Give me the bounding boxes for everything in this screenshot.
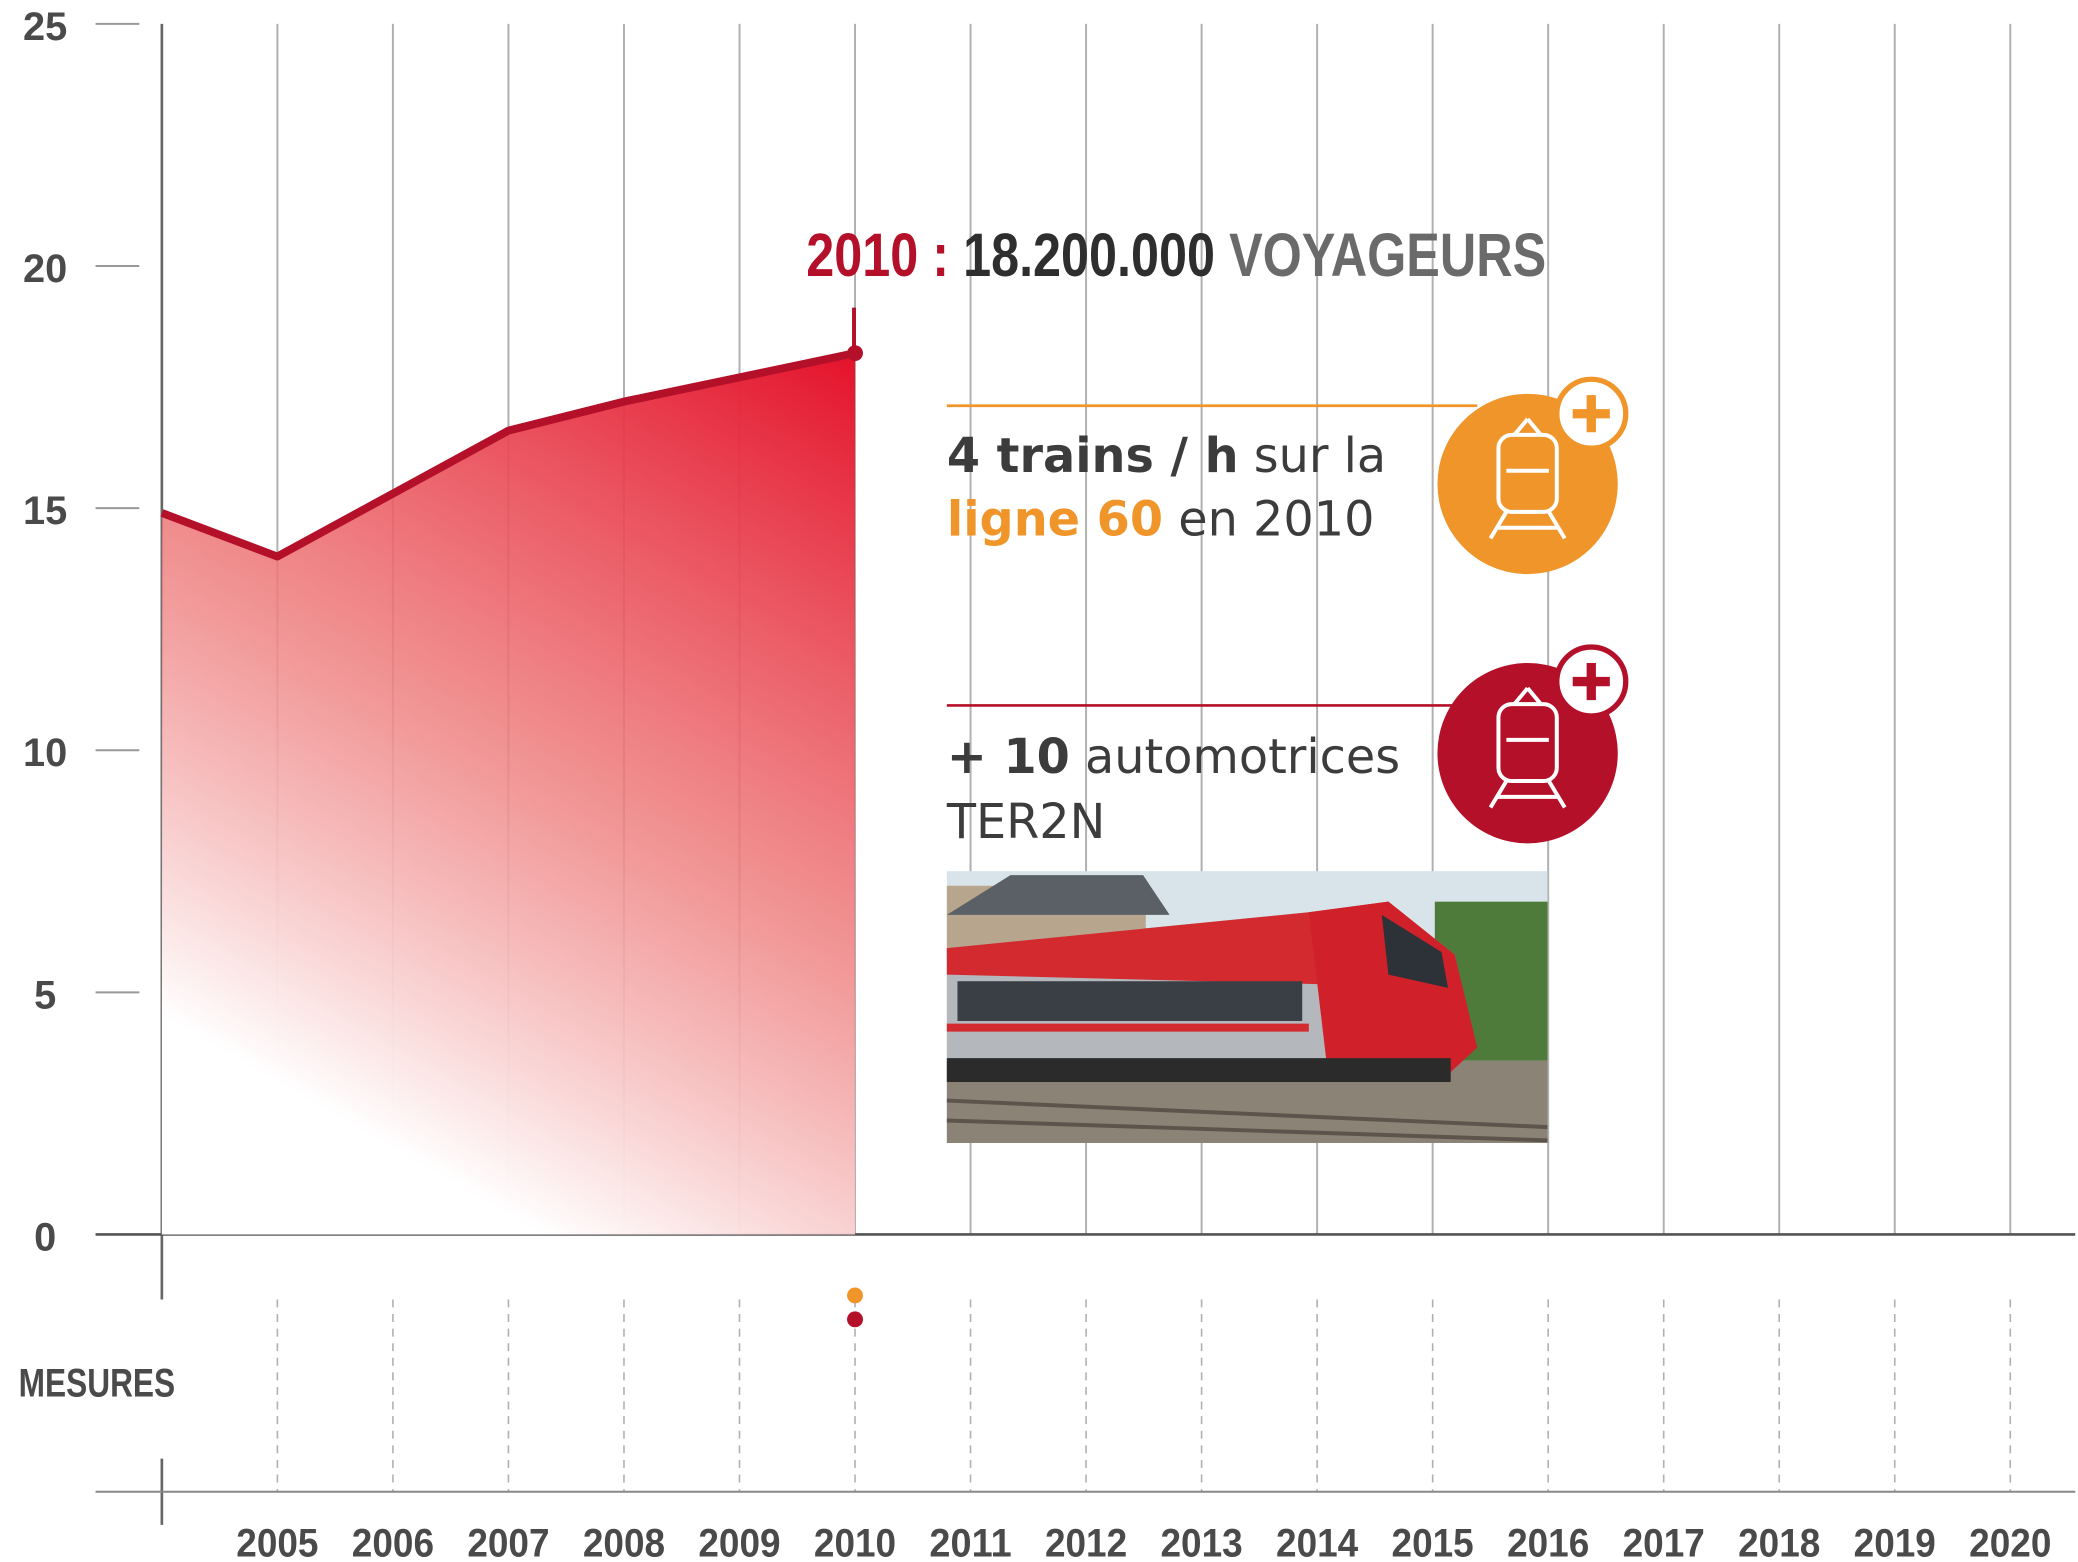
measure-dot	[847, 1287, 863, 1304]
card-text: automotrices	[1085, 730, 1400, 785]
x-tick-label: 2012	[1045, 1522, 1127, 1562]
train-icon	[1437, 644, 1629, 844]
annotation-sep: :	[932, 221, 949, 289]
y-tick-label: 0	[34, 1215, 56, 1259]
annotation: 2010 : 18.200.000 VOYAGEURS	[806, 221, 1546, 289]
card-text: en 2010	[1178, 493, 1374, 548]
train-icon	[1437, 376, 1629, 575]
y-tick-label: 5	[34, 973, 56, 1017]
y-tick-label: 10	[23, 731, 67, 775]
x-tick-label: 2007	[467, 1522, 549, 1562]
end-point	[847, 345, 863, 362]
measures-label: MESURES	[19, 1361, 175, 1405]
x-tick-label: 2011	[929, 1522, 1011, 1562]
x-tick-label: 2014	[1276, 1522, 1358, 1562]
x-tick-label: 2019	[1854, 1522, 1936, 1562]
train-photo	[946, 871, 1548, 1143]
x-tick-label: 2009	[698, 1522, 780, 1562]
x-tick-label: 2015	[1392, 1522, 1474, 1562]
card-bold: + 10	[947, 730, 1070, 785]
annotation-year: 2010	[806, 221, 918, 289]
y-tick-label: 25	[23, 5, 67, 49]
card-highlight: ligne 60	[947, 493, 1163, 548]
annotation-value: 18.200.000	[963, 221, 1215, 289]
x-tick-label: 2008	[583, 1522, 665, 1562]
x-tick-label: 2020	[1969, 1522, 2051, 1562]
x-tick-label: 2010	[814, 1522, 896, 1562]
x-tick-label: 2013	[1160, 1522, 1242, 1562]
y-tick-label: 15	[23, 489, 67, 533]
card-line: ligne 60 en 2010	[947, 493, 1375, 548]
measure-dot	[847, 1311, 863, 1328]
x-tick-label: 2005	[236, 1522, 318, 1562]
card-bold: 4 trains / h	[947, 429, 1239, 484]
annotation-unit: VOYAGEURS	[1229, 221, 1546, 289]
line	[160, 349, 856, 561]
x-tick-label: 2017	[1623, 1522, 1705, 1562]
x-tick-label: 2018	[1738, 1522, 1820, 1562]
area	[161, 353, 856, 1235]
card-line: TER2N	[946, 795, 1106, 850]
y-tick-label: 20	[23, 247, 67, 291]
card-text: sur la	[1254, 429, 1386, 484]
card-line: 4 trains / h sur la	[947, 429, 1386, 484]
x-tick-label: 2016	[1507, 1522, 1589, 1562]
x-tick-label: 2006	[352, 1522, 434, 1562]
card-line: + 10 automotrices	[947, 730, 1400, 785]
